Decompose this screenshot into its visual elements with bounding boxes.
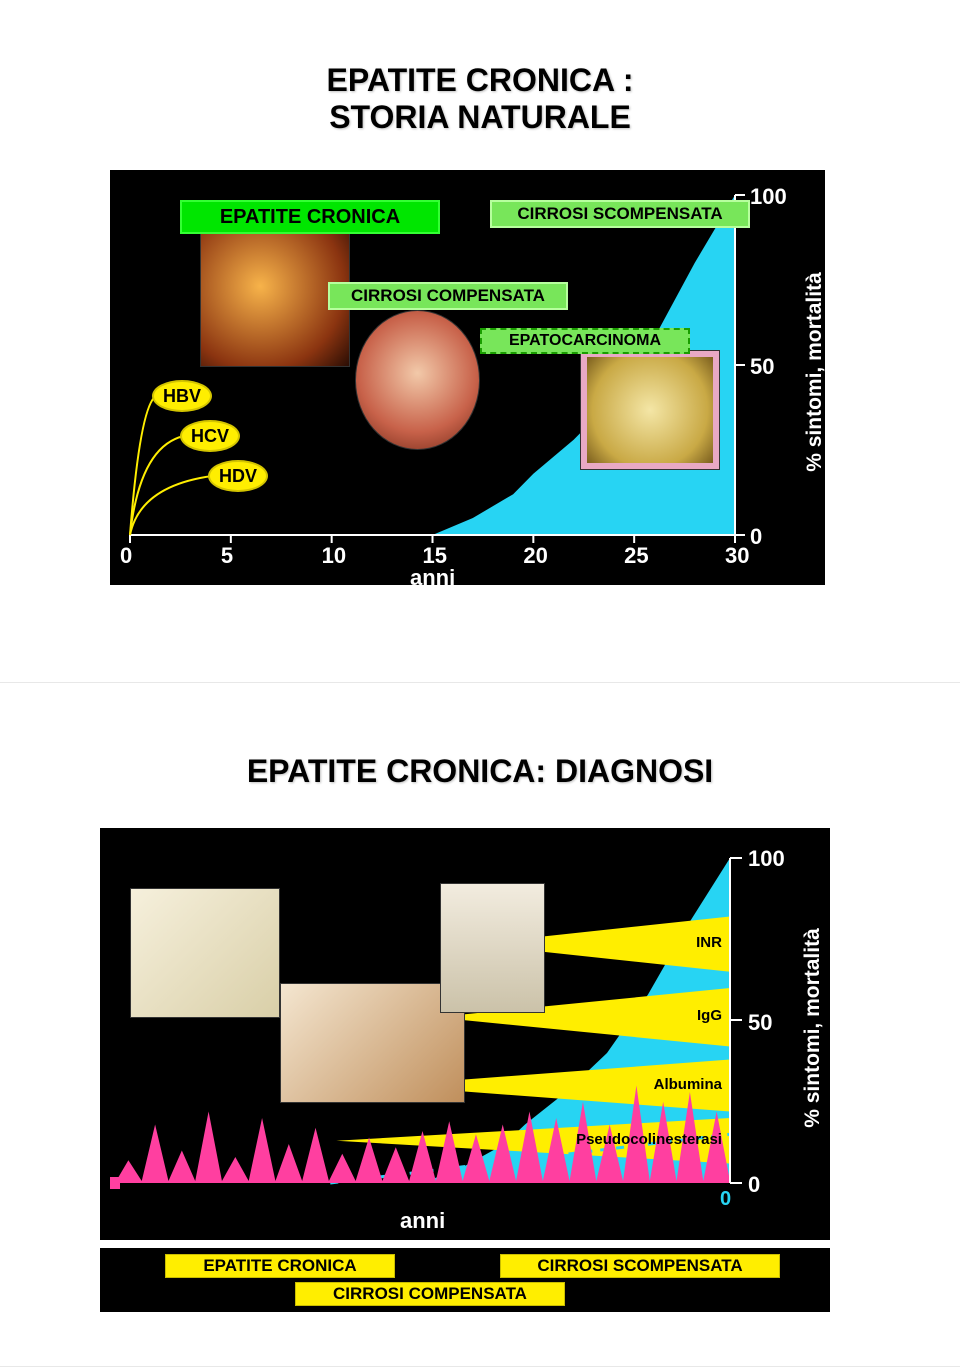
s2-xtick-0: 0 — [720, 1188, 731, 1211]
bottom-label-compensata: CIRROSI COMPENSATA — [295, 1282, 565, 1306]
s2-ytick-100: 100 — [748, 846, 785, 872]
slide1-chart: EPATITE CRONICA CIRROSI SCOMPENSATA CIRR… — [110, 170, 825, 585]
tag-hbv: HBV — [152, 380, 212, 412]
bottom-label-scompensata: CIRROSI SCOMPENSATA — [500, 1254, 780, 1278]
slide2-bottom-bar: EPATITE CRONICA CIRROSI SCOMPENSATA CIRR… — [100, 1248, 830, 1312]
slide2-chart: 100 50 0 0 anni % sintomi, mortalità INR… — [100, 828, 830, 1240]
s2-ylabel: % sintomi, mortalità — [801, 923, 825, 1133]
s1-xlabel: anni — [410, 565, 455, 591]
slide1-img-carcinoma — [580, 350, 720, 470]
s2-ytick-0: 0 — [748, 1172, 760, 1198]
slide2-title: EPATITE CRONICA: DIAGNOSI — [0, 753, 960, 790]
label-epatocarcinoma: EPATOCARCINOMA — [480, 328, 690, 354]
label-cirrosi-compensata: CIRROSI COMPENSATA — [328, 282, 568, 310]
s1-ytick-0: 0 — [750, 524, 762, 550]
s1-ytick-50: 50 — [750, 354, 774, 380]
slide2-title-line: EPATITE CRONICA: DIAGNOSI — [0, 753, 960, 790]
slide-1: EPATITE CRONICA : STORIA NATURALE EPATIT… — [0, 0, 960, 683]
slide1-title: EPATITE CRONICA : STORIA NATURALE — [0, 62, 960, 136]
s2-xlabel: anni — [400, 1208, 445, 1234]
slide2-img-2 — [280, 983, 465, 1103]
tag-hdv: HDV — [208, 460, 268, 492]
bottom-label-epatite: EPATITE CRONICA — [165, 1254, 395, 1278]
label-epatite-cronica: EPATITE CRONICA — [180, 200, 440, 234]
s2-ytick-50: 50 — [748, 1010, 772, 1036]
slide1-title-line2: STORIA NATURALE — [0, 99, 960, 136]
tag-hcv: HCV — [180, 420, 240, 452]
slide2-img-1 — [130, 888, 280, 1018]
label-cirrosi-scompensata: CIRROSI SCOMPENSATA — [490, 200, 750, 228]
slide2-img-3 — [440, 883, 545, 1013]
s1-ytick-100: 100 — [750, 184, 787, 210]
slide-2: EPATITE CRONICA: DIAGNOSI 100 50 0 0 ann… — [0, 683, 960, 1367]
slide1-title-line1: EPATITE CRONICA : — [0, 62, 960, 99]
s1-ylabel: % sintomi, mortalità — [803, 267, 827, 477]
slide1-img-cirrhosis — [355, 310, 480, 450]
